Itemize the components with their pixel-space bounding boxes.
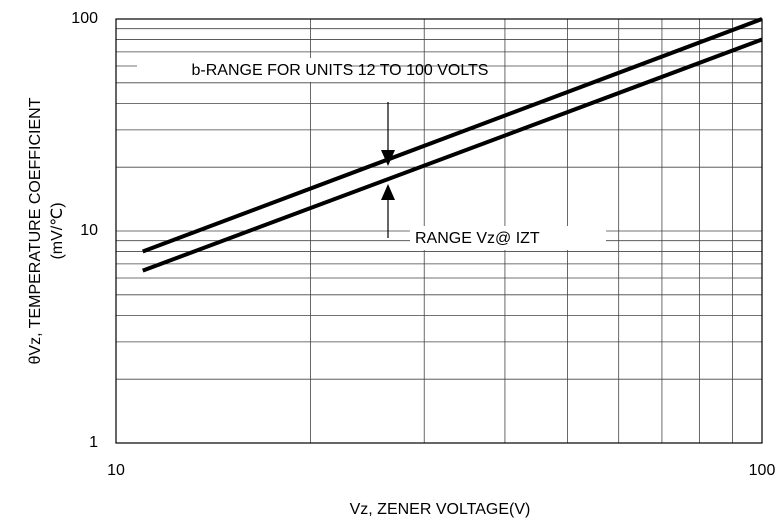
- y-tick-label: 100: [71, 10, 98, 27]
- arrow-head: [381, 150, 395, 166]
- series-line: [142, 37, 763, 273]
- y-tick-label: 1: [89, 434, 98, 451]
- y-axis-label: (mV/℃): [49, 202, 66, 259]
- arrow-head: [381, 184, 395, 200]
- x-tick-label: 100: [749, 462, 776, 479]
- series-line: [142, 17, 763, 254]
- y-axis-label: θVz, TEMPERATURE COEFFICIENT: [27, 97, 44, 364]
- plot-frame: [115, 18, 763, 444]
- y-tick-label: 10: [80, 222, 98, 239]
- annotation-bg: [137, 58, 345, 82]
- annotation: RANGE Vz@ IZT: [415, 230, 540, 247]
- x-tick-label: 10: [107, 462, 125, 479]
- x-axis-label: Vz, ZENER VOLTAGE(V): [350, 501, 531, 518]
- annotation-bg: [410, 226, 606, 250]
- annotation: b-RANGE FOR UNITS 12 TO 100 VOLTS: [192, 62, 489, 79]
